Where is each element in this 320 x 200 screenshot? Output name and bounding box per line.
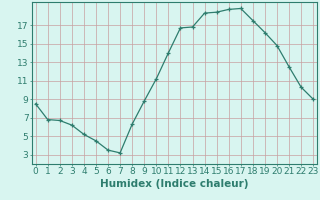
X-axis label: Humidex (Indice chaleur): Humidex (Indice chaleur) — [100, 179, 249, 189]
